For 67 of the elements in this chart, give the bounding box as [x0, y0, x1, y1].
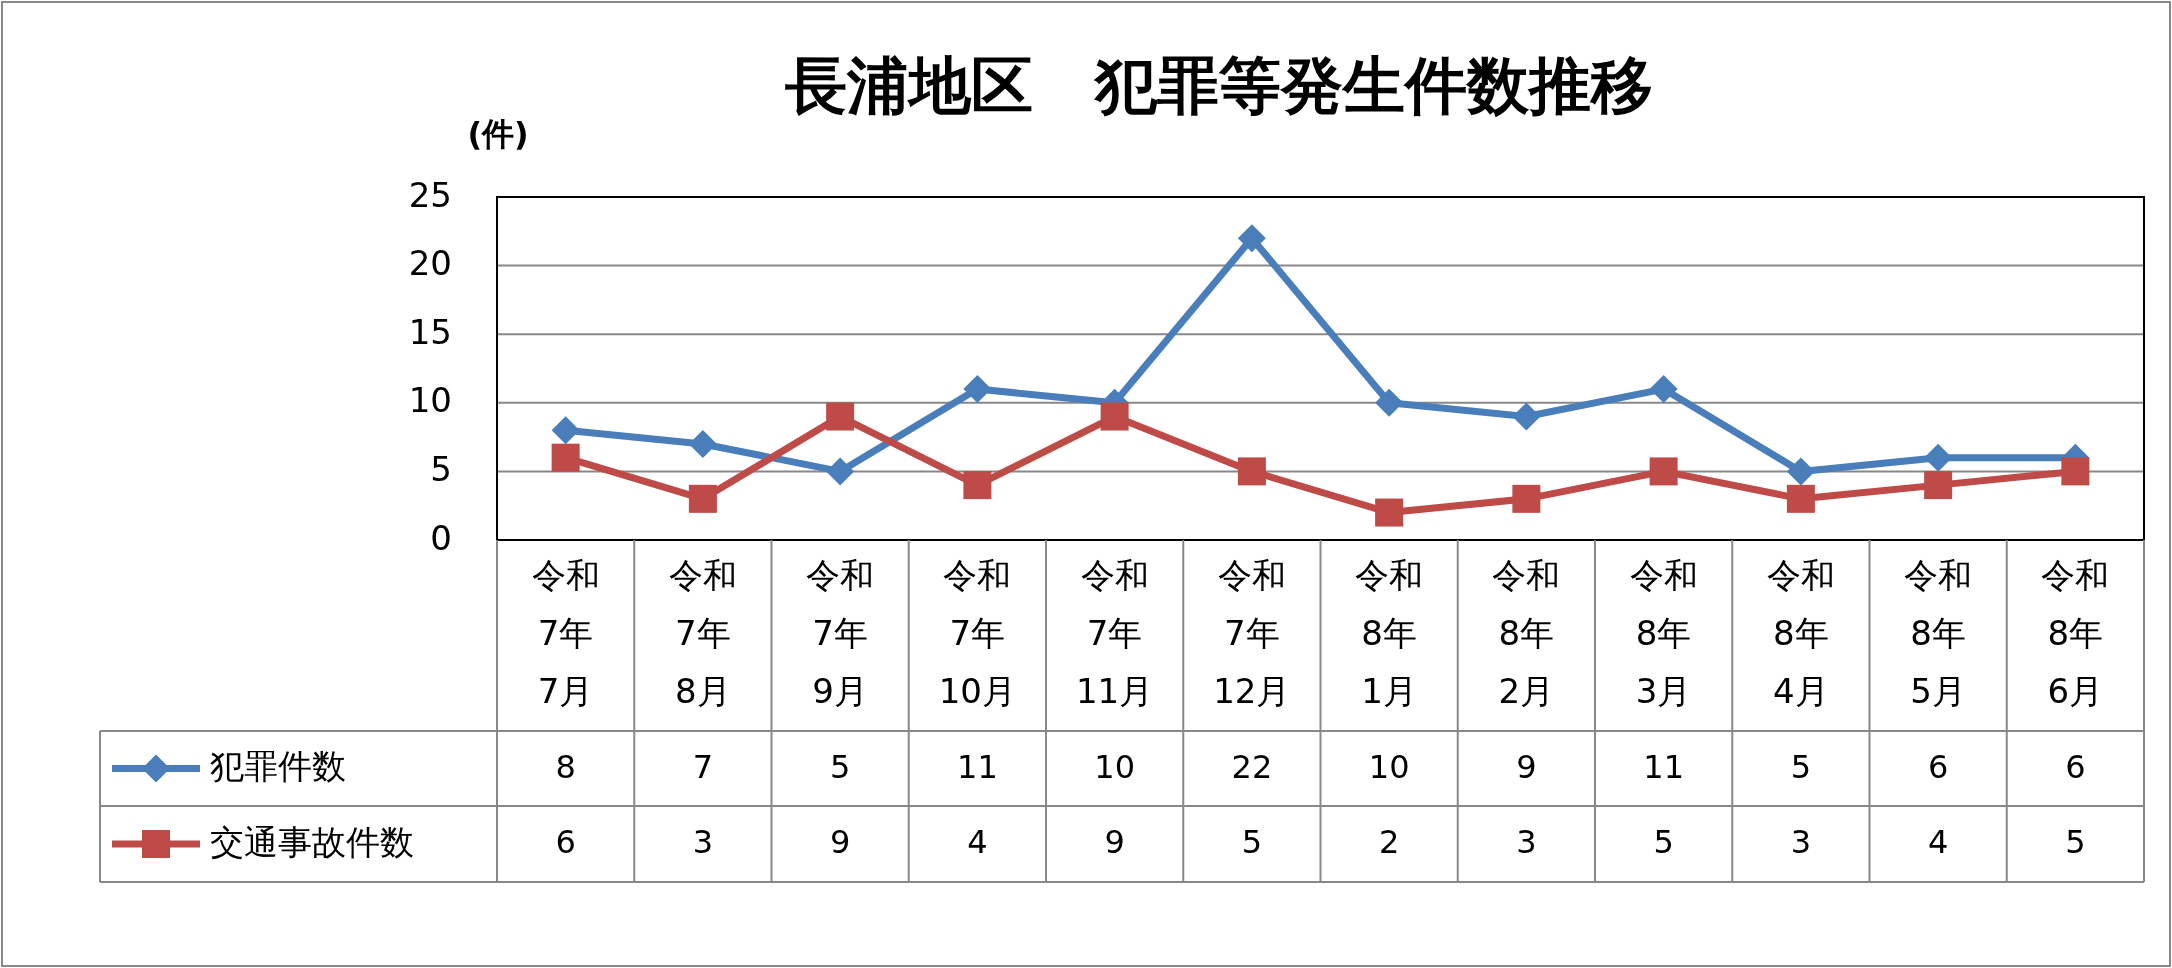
x-tick-label: 令和 8年 1月	[1355, 555, 1424, 711]
point	[2061, 457, 2090, 486]
x-tick-label: 令和 7年 7月	[531, 555, 600, 711]
data-label: 8	[555, 747, 576, 786]
data-label: 22	[1231, 747, 1273, 786]
data-label: 4	[1927, 823, 1949, 861]
point	[1924, 471, 1953, 500]
point	[826, 457, 855, 486]
x-tick-label: 令和 7年 10月	[938, 555, 1017, 711]
data-label: 9	[829, 823, 851, 861]
y-axis-title: (件)	[467, 115, 529, 153]
point	[1786, 484, 1815, 513]
y-tick-label: 20	[408, 243, 452, 284]
point	[1649, 457, 1678, 486]
data-label: 10	[1368, 747, 1410, 786]
point	[1512, 484, 1541, 513]
x-tick-label: 令和 8年 2月	[1492, 555, 1561, 711]
y-tick-label: 0	[430, 517, 452, 558]
x-tick-label: 令和 7年 11月	[1075, 555, 1154, 711]
data-label: 9	[1104, 823, 1125, 861]
chart-title: 長浦地区 犯罪等発生件数推移	[784, 49, 1653, 123]
data-label: 11	[1643, 747, 1684, 786]
data-label: 2	[1378, 823, 1400, 861]
point	[1237, 457, 1266, 486]
data-label: 5	[829, 747, 851, 786]
data-label: 3	[1516, 823, 1537, 861]
data-label: 5	[1790, 747, 1812, 786]
point	[1100, 402, 1129, 431]
point	[688, 429, 717, 458]
data-label: 9	[1516, 747, 1537, 786]
x-tick-label: 令和 8年 3月	[1629, 555, 1698, 711]
data-label: 5	[1653, 823, 1674, 861]
data-label: 6	[1927, 747, 1949, 786]
y-tick-label: 25	[408, 174, 452, 215]
legend-label: 交通事故件数	[210, 821, 414, 862]
data-label: 6	[555, 823, 576, 861]
data-label: 5	[1241, 823, 1263, 861]
data-label: 4	[967, 823, 988, 861]
y-tick-label: 10	[408, 380, 452, 421]
data-label: 3	[692, 823, 714, 861]
data-label: 11	[957, 747, 998, 786]
data-label: 6	[2065, 747, 2086, 786]
y-tick-label: 5	[430, 448, 452, 489]
point	[1786, 457, 1815, 486]
data-label: 3	[1790, 823, 1812, 861]
y-tick-label: 15	[408, 311, 452, 352]
legend-label: 犯罪件数	[210, 746, 346, 786]
point	[551, 416, 580, 445]
point	[826, 402, 855, 431]
data-label: 7	[692, 747, 714, 786]
point	[1237, 224, 1266, 253]
data-label: 10	[1094, 747, 1135, 786]
point	[963, 471, 992, 500]
point	[688, 484, 717, 513]
x-tick-label: 令和 8年 6月	[2041, 555, 2110, 711]
point	[1375, 388, 1404, 417]
x-tick-label: 令和 7年 8月	[668, 555, 737, 711]
x-tick-label: 令和 8年 5月	[1904, 555, 1973, 711]
x-tick-label: 令和 8年 4月	[1766, 555, 1835, 711]
point	[1649, 375, 1678, 404]
point	[551, 443, 580, 472]
data-label: 5	[2065, 823, 2086, 861]
x-tick-label: 令和 7年 12月	[1213, 555, 1291, 711]
point	[963, 375, 992, 404]
x-tick-label: 令和 7年 9月	[806, 555, 875, 711]
point	[1375, 498, 1404, 527]
point	[1512, 402, 1541, 431]
